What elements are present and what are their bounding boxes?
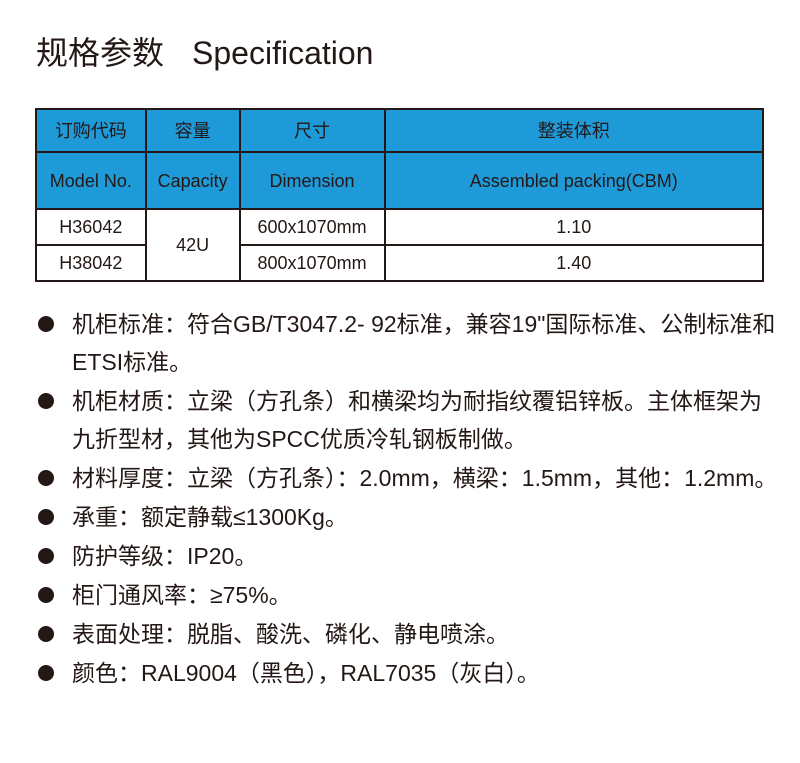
title-en: Specification bbox=[192, 35, 374, 71]
table-row: H36042 42U 600x1070mm 1.10 bbox=[35, 208, 765, 282]
header-row-zh: 订购代码 容量 尺寸 整装体积 bbox=[35, 108, 765, 153]
dimension-cell: 600x1070mm bbox=[238, 208, 386, 246]
spec-list: 机柜标准：符合GB/T3047.2- 92标准，兼容19"国际标准、公制标准和E… bbox=[38, 305, 778, 693]
title-zh: 规格参数 bbox=[36, 35, 165, 71]
model-cell: H36042 bbox=[35, 208, 147, 246]
bullet-icon bbox=[38, 548, 54, 564]
bullet-icon bbox=[38, 587, 54, 603]
cbm-cell: 1.40 bbox=[383, 244, 765, 282]
capacity-cell: 42U bbox=[144, 208, 241, 282]
header-cell: Assembled packing(CBM) bbox=[383, 151, 765, 210]
header-cell: 订购代码 bbox=[35, 108, 147, 153]
header-cell: 容量 bbox=[144, 108, 241, 153]
model-cell: H38042 bbox=[35, 244, 147, 282]
header-cell: Capacity bbox=[144, 151, 241, 210]
list-item: 承重：额定静载≤1300Kg。 bbox=[38, 498, 778, 536]
dimension-cell: 800x1070mm bbox=[238, 244, 386, 282]
header-cell: Dimension bbox=[238, 151, 386, 210]
list-item: 机柜标准：符合GB/T3047.2- 92标准，兼容19"国际标准、公制标准和E… bbox=[38, 305, 778, 381]
list-item: 颜色：RAL9004（黑色），RAL7035（灰白）。 bbox=[38, 654, 778, 692]
header-cell: Model No. bbox=[35, 151, 147, 210]
cbm-cell: 1.10 bbox=[383, 208, 765, 246]
spec-table: 订购代码 容量 尺寸 整装体积 Model No. Capacity Dimen… bbox=[35, 108, 765, 282]
list-item: 材料厚度：立梁（方孔条）：2.0mm，横梁：1.5mm，其他：1.2mm。 bbox=[38, 459, 778, 497]
bullet-icon bbox=[38, 393, 54, 409]
bullet-icon bbox=[38, 626, 54, 642]
list-item: 柜门通风率：≥75%。 bbox=[38, 576, 778, 614]
header-cell: 整装体积 bbox=[383, 108, 765, 153]
bullet-icon bbox=[38, 470, 54, 486]
list-item: 防护等级：IP20。 bbox=[38, 537, 778, 575]
list-item: 机柜材质：立梁（方孔条）和横梁均为耐指纹覆铝锌板。主体框架为九折型材，其他为SP… bbox=[38, 382, 778, 458]
bullet-icon bbox=[38, 665, 54, 681]
header-row-en: Model No. Capacity Dimension Assembled p… bbox=[35, 151, 765, 210]
list-item: 表面处理：脱脂、酸洗、磷化、静电喷涂。 bbox=[38, 615, 778, 653]
bullet-icon bbox=[38, 316, 54, 332]
header-cell: 尺寸 bbox=[238, 108, 386, 153]
table-row: H38042 800x1070mm 1.40 bbox=[35, 244, 765, 282]
page-title: 规格参数 Specification bbox=[36, 28, 373, 74]
bullet-icon bbox=[38, 509, 54, 525]
